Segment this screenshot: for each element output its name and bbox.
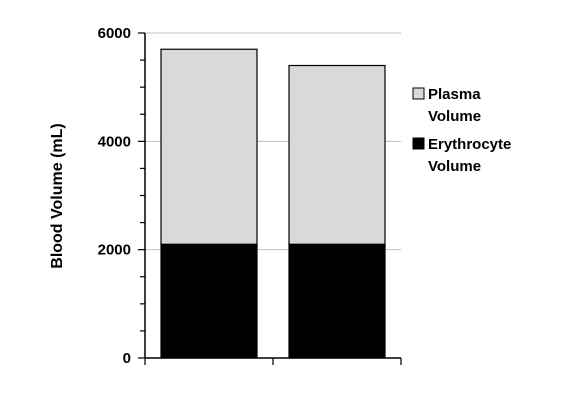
y-axis-title: Blood Volume (mL) [49, 123, 66, 268]
legend-entry-plasma-volume: Plasma Volume [412, 86, 481, 125]
legend-swatch [412, 87, 425, 100]
bar-segments [160, 48, 386, 359]
legend-label-line-2: Volume [428, 108, 481, 125]
y-tick-label-2: 4000 [98, 133, 131, 150]
legend-label-line-1: Plasma [428, 86, 481, 103]
y-tick-labels: 0 2000 4000 6000 [98, 25, 131, 367]
bar-1-plasma-volume [160, 48, 258, 245]
legend-label-line-1: Erythrocyte [428, 136, 511, 153]
legend-entry-erythrocyte-volume: Erythrocyte Volume [412, 136, 511, 175]
y-tick-label-1: 2000 [98, 242, 131, 259]
bar-2-erythrocyte-volume [288, 243, 386, 359]
bar-2-plasma-volume [288, 64, 386, 245]
legend-swatch [412, 137, 425, 150]
legend-label-line-2: Volume [428, 158, 481, 175]
y-tick-marks [138, 32, 145, 359]
bar-1-erythrocyte-volume [160, 243, 258, 359]
x-tick-marks [144, 358, 402, 365]
y-tick-label-0: 0 [123, 350, 131, 367]
y-tick-label-3: 6000 [98, 25, 131, 42]
legend: Plasma Volume Erythrocyte Volume [412, 86, 511, 175]
